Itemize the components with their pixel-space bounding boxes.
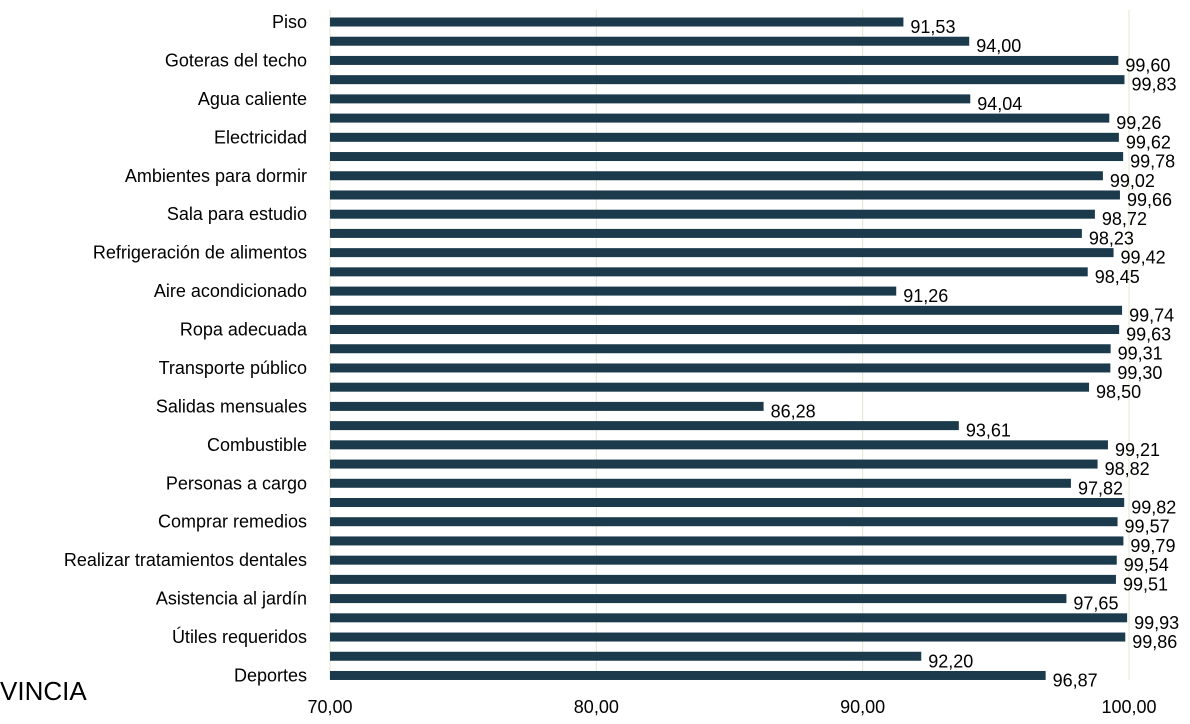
data-label: 99,31	[1118, 344, 1163, 364]
category-label: Agua caliente	[198, 89, 307, 109]
bar	[330, 344, 1111, 354]
category-label: Deportes	[234, 665, 307, 685]
data-label: 99,83	[1131, 75, 1176, 95]
bar	[330, 94, 971, 104]
data-label: 93,61	[966, 421, 1011, 441]
x-tick-label: 80,00	[574, 697, 619, 717]
x-tick-label: 100,00	[1101, 697, 1156, 717]
bar	[330, 613, 1128, 623]
data-label: 99,54	[1124, 555, 1169, 575]
bar	[330, 55, 1119, 65]
data-label: 99,42	[1121, 248, 1166, 268]
category-label: Piso	[272, 12, 307, 32]
bar	[330, 574, 1116, 584]
x-tick-label: 70,00	[307, 697, 352, 717]
bar	[330, 421, 959, 431]
data-label: 91,53	[910, 17, 955, 37]
bar	[330, 228, 1082, 238]
category-label: Ambientes para dormir	[125, 166, 307, 186]
data-label: 99,74	[1129, 305, 1174, 325]
data-label: 94,04	[977, 94, 1022, 114]
data-label: 99,82	[1131, 498, 1176, 518]
category-label: Asistencia al jardín	[156, 589, 307, 609]
category-label: Transporte público	[159, 358, 307, 378]
data-label: 98,72	[1102, 209, 1147, 229]
category-label: Personas a cargo	[166, 473, 307, 493]
bar	[330, 75, 1125, 85]
category-label: Refrigeración de alimentos	[93, 243, 307, 263]
bar	[330, 132, 1119, 142]
data-label: 86,28	[771, 401, 816, 421]
category-label: Electricidad	[214, 127, 307, 147]
data-label: 99,02	[1110, 171, 1155, 191]
data-label: 96,87	[1053, 670, 1098, 690]
data-label: 99,57	[1125, 517, 1170, 537]
category-label: Ropa adecuada	[180, 320, 308, 340]
category-label: Aire acondicionado	[154, 281, 307, 301]
category-label: Sala para estudio	[167, 204, 307, 224]
data-label: 98,50	[1096, 382, 1141, 402]
data-label: 94,00	[976, 36, 1021, 56]
bar	[330, 286, 897, 296]
bar	[330, 401, 764, 411]
data-label: 99,30	[1117, 363, 1162, 383]
bar	[330, 594, 1067, 604]
bar	[330, 478, 1071, 488]
bar	[330, 36, 970, 46]
data-label: 99,63	[1126, 325, 1171, 345]
data-label: 99,26	[1116, 113, 1161, 133]
category-label: Realizar tratamientos dentales	[64, 550, 307, 570]
bar	[330, 651, 922, 661]
data-label: 99,78	[1130, 152, 1175, 172]
bar	[330, 363, 1111, 373]
data-label: 98,82	[1105, 459, 1150, 479]
bar	[330, 382, 1090, 392]
x-axis-tick-labels: 70,00 80,00 90,00 100,00	[307, 697, 1156, 717]
category-label: Combustible	[207, 435, 307, 455]
bar	[330, 325, 1120, 335]
bar	[330, 536, 1124, 546]
bar	[330, 305, 1123, 315]
bar	[330, 190, 1120, 200]
bar	[330, 113, 1110, 123]
data-label: 99,86	[1132, 632, 1177, 652]
category-label: Salidas mensuales	[156, 396, 307, 416]
bar	[330, 248, 1114, 258]
bar	[330, 17, 904, 27]
category-label: Goteras del techo	[165, 50, 307, 70]
data-label: 99,62	[1126, 132, 1171, 152]
data-label: 97,65	[1073, 594, 1118, 614]
bar	[330, 459, 1098, 469]
x-tick-label: 90,00	[840, 697, 885, 717]
data-label: 92,20	[928, 651, 973, 671]
bar	[330, 171, 1103, 181]
corner-text: VINCIA	[0, 676, 87, 706]
bar	[330, 670, 1046, 680]
bar	[330, 267, 1088, 277]
bar	[330, 209, 1095, 219]
data-label: 97,82	[1078, 478, 1123, 498]
bar	[330, 440, 1108, 450]
data-label: 98,23	[1089, 228, 1134, 248]
data-label: 99,21	[1115, 440, 1160, 460]
bar	[330, 152, 1124, 162]
data-label: 99,60	[1125, 55, 1170, 75]
data-label: 99,79	[1130, 536, 1175, 556]
bar	[330, 632, 1126, 642]
bar	[330, 555, 1117, 565]
data-label: 91,26	[903, 286, 948, 306]
data-label: 98,45	[1095, 267, 1140, 287]
category-label: Comprar remedios	[158, 512, 307, 532]
data-label: 99,51	[1123, 574, 1168, 594]
data-label: 99,66	[1127, 190, 1172, 210]
data-label: 99,93	[1134, 613, 1179, 633]
category-label: Útiles requeridos	[172, 626, 307, 647]
bar	[330, 517, 1118, 527]
category-labels: Piso Goteras del techo Agua caliente Electr…	[64, 12, 308, 685]
bar	[330, 498, 1125, 507]
bars	[330, 17, 1128, 680]
